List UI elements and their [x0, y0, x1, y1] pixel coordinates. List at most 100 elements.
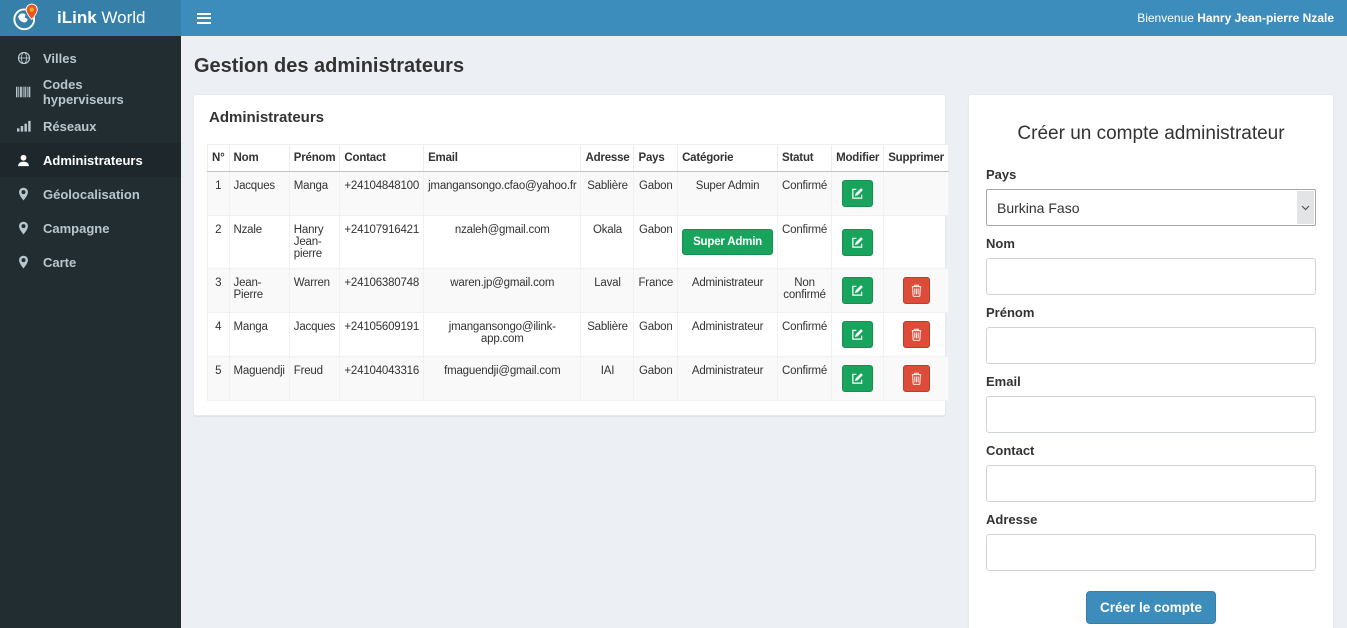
col-header-supprimer: Supprimer	[883, 144, 949, 172]
map-marker-icon	[15, 187, 32, 201]
administrators-table: N° Nom Prénom Contact Email Adresse Pays…	[207, 144, 949, 401]
cell-pays: Gabon	[633, 215, 679, 269]
cell-num: 4	[207, 312, 230, 357]
email-input[interactable]	[986, 396, 1316, 433]
table-row: 3 Jean-Pierre Warren +24106380748 waren.…	[207, 268, 949, 313]
edit-button[interactable]	[842, 180, 874, 207]
edit-button[interactable]	[842, 365, 874, 392]
cell-contact: +24107916421	[339, 215, 425, 269]
sidebar-item-label: Réseaux	[43, 118, 97, 134]
edit-button[interactable]	[842, 277, 874, 304]
cell-modifier	[831, 312, 885, 357]
cell-modifier	[831, 268, 885, 313]
table-row: 1 Jacques Manga +24104848100 jmangansong…	[207, 171, 949, 216]
cell-pays: Gabon	[633, 312, 679, 357]
cell-pays: Gabon	[633, 171, 679, 216]
user-icon	[15, 154, 32, 167]
cell-statut: Confirmé	[777, 171, 833, 216]
adresse-input[interactable]	[986, 534, 1316, 571]
email-label: Email	[986, 374, 1021, 389]
col-header-email: Email	[423, 144, 582, 172]
edit-button[interactable]	[842, 228, 874, 256]
panel-title: Administrateurs	[209, 109, 325, 126]
cell-num: 1	[207, 171, 230, 216]
cell-supprimer	[883, 171, 949, 216]
cell-categorie: Administrateur	[677, 312, 779, 357]
contact-label: Contact	[986, 443, 1035, 458]
delete-button[interactable]	[902, 321, 930, 348]
cell-email: waren.jp@gmail.com	[423, 268, 582, 313]
cell-prenom: Freud	[288, 356, 341, 401]
brand[interactable]: iLink World	[0, 0, 181, 36]
sidebar-item-label: Villes	[43, 50, 77, 66]
sidebar-item-codes-hyperviseurs[interactable]: Codes hyperviseurs	[0, 75, 181, 109]
edit-button[interactable]	[842, 321, 874, 348]
create-account-button[interactable]: Créer le compte	[1085, 591, 1217, 624]
sidebar-item-villes[interactable]: Villes	[0, 41, 181, 75]
pays-label: Pays	[986, 167, 1017, 182]
welcome-message: Bienvenue Hanry Jean-pierre Nzale	[1137, 11, 1334, 25]
globe-icon	[15, 51, 32, 65]
delete-button[interactable]	[902, 277, 930, 304]
categorie-button[interactable]: Super Admin	[682, 229, 774, 255]
navbar: Bienvenue Hanry Jean-pierre Nzale	[181, 0, 1347, 36]
col-header-statut: Statut	[777, 144, 833, 172]
trash-icon	[911, 328, 921, 341]
cell-contact: +24105609191	[339, 312, 425, 357]
cell-supprimer	[883, 268, 949, 313]
pays-select[interactable]: Burkina Faso	[986, 189, 1316, 226]
cell-prenom: Manga	[288, 171, 341, 216]
cell-nom: Jean-Pierre	[228, 268, 290, 313]
sidebar-item-carte[interactable]: Carte	[0, 245, 181, 279]
pays-select-value: Burkina Faso	[997, 199, 1080, 216]
top-bar: iLink World Bienvenue Hanry Jean-pierre …	[0, 0, 1347, 36]
delete-button[interactable]	[902, 365, 930, 392]
cell-adresse: IAI	[580, 356, 635, 401]
col-header-pays: Pays	[633, 144, 679, 172]
col-header-categorie: Catégorie	[677, 144, 779, 172]
sidebar-item-label: Campagne	[43, 220, 110, 236]
col-header-contact: Contact	[339, 144, 425, 172]
sidebar-item-label: Géolocalisation	[43, 186, 140, 202]
edit-icon	[852, 373, 864, 384]
administrators-panel: Administrateurs N° Nom Prénom Contact Em…	[193, 94, 949, 416]
cell-nom: Nzale	[228, 215, 290, 269]
cell-adresse: Sablière	[580, 171, 635, 216]
sidebar-item-label: Carte	[43, 254, 77, 270]
sidebar-item-administrateurs[interactable]: Administrateurs	[0, 143, 181, 177]
trash-icon	[911, 284, 921, 297]
map-marker-icon	[15, 255, 32, 269]
col-header-nom: Nom	[228, 144, 290, 172]
nom-label: Nom	[986, 236, 1015, 251]
col-header-num: N°	[207, 144, 230, 172]
cell-supprimer	[883, 356, 949, 401]
table-row: 5 Maguendji Freud +24104043316 fmaguendj…	[207, 356, 949, 401]
cell-num: 2	[207, 215, 230, 269]
chevron-down-icon	[1297, 191, 1314, 224]
barcode-icon	[15, 86, 32, 98]
main-content: Gestion des administrateurs Administrate…	[181, 36, 1347, 628]
sidebar-item-campagne[interactable]: Campagne	[0, 211, 181, 245]
contact-input[interactable]	[986, 465, 1316, 502]
cell-modifier	[831, 356, 885, 401]
prenom-input[interactable]	[986, 327, 1316, 364]
cell-nom: Jacques	[228, 171, 290, 216]
menu-toggle-button[interactable]	[195, 6, 213, 30]
form-title: Créer un compte administrateur	[1017, 123, 1285, 144]
table-row: 2 Nzale Hanry Jean-pierre +24107916421 n…	[207, 215, 949, 269]
col-header-modifier: Modifier	[831, 144, 885, 172]
sidebar-item-geolocalisation[interactable]: Géolocalisation	[0, 177, 181, 211]
adresse-label: Adresse	[986, 512, 1038, 527]
map-marker-icon	[15, 221, 32, 235]
nom-input[interactable]	[986, 258, 1316, 295]
cell-email: fmaguendji@gmail.com	[423, 356, 582, 401]
cell-adresse: Sablière	[580, 312, 635, 357]
create-admin-panel: Créer un compte administrateur Pays Burk…	[968, 94, 1334, 628]
edit-icon	[852, 285, 864, 296]
cell-categorie: Super Admin	[677, 215, 779, 269]
cell-num: 5	[207, 356, 230, 401]
col-header-prenom: Prénom	[288, 144, 341, 172]
cell-statut: Confirmé	[777, 356, 833, 401]
sidebar-item-label: Codes hyperviseurs	[42, 77, 124, 107]
sidebar-item-reseaux[interactable]: Réseaux	[0, 109, 181, 143]
